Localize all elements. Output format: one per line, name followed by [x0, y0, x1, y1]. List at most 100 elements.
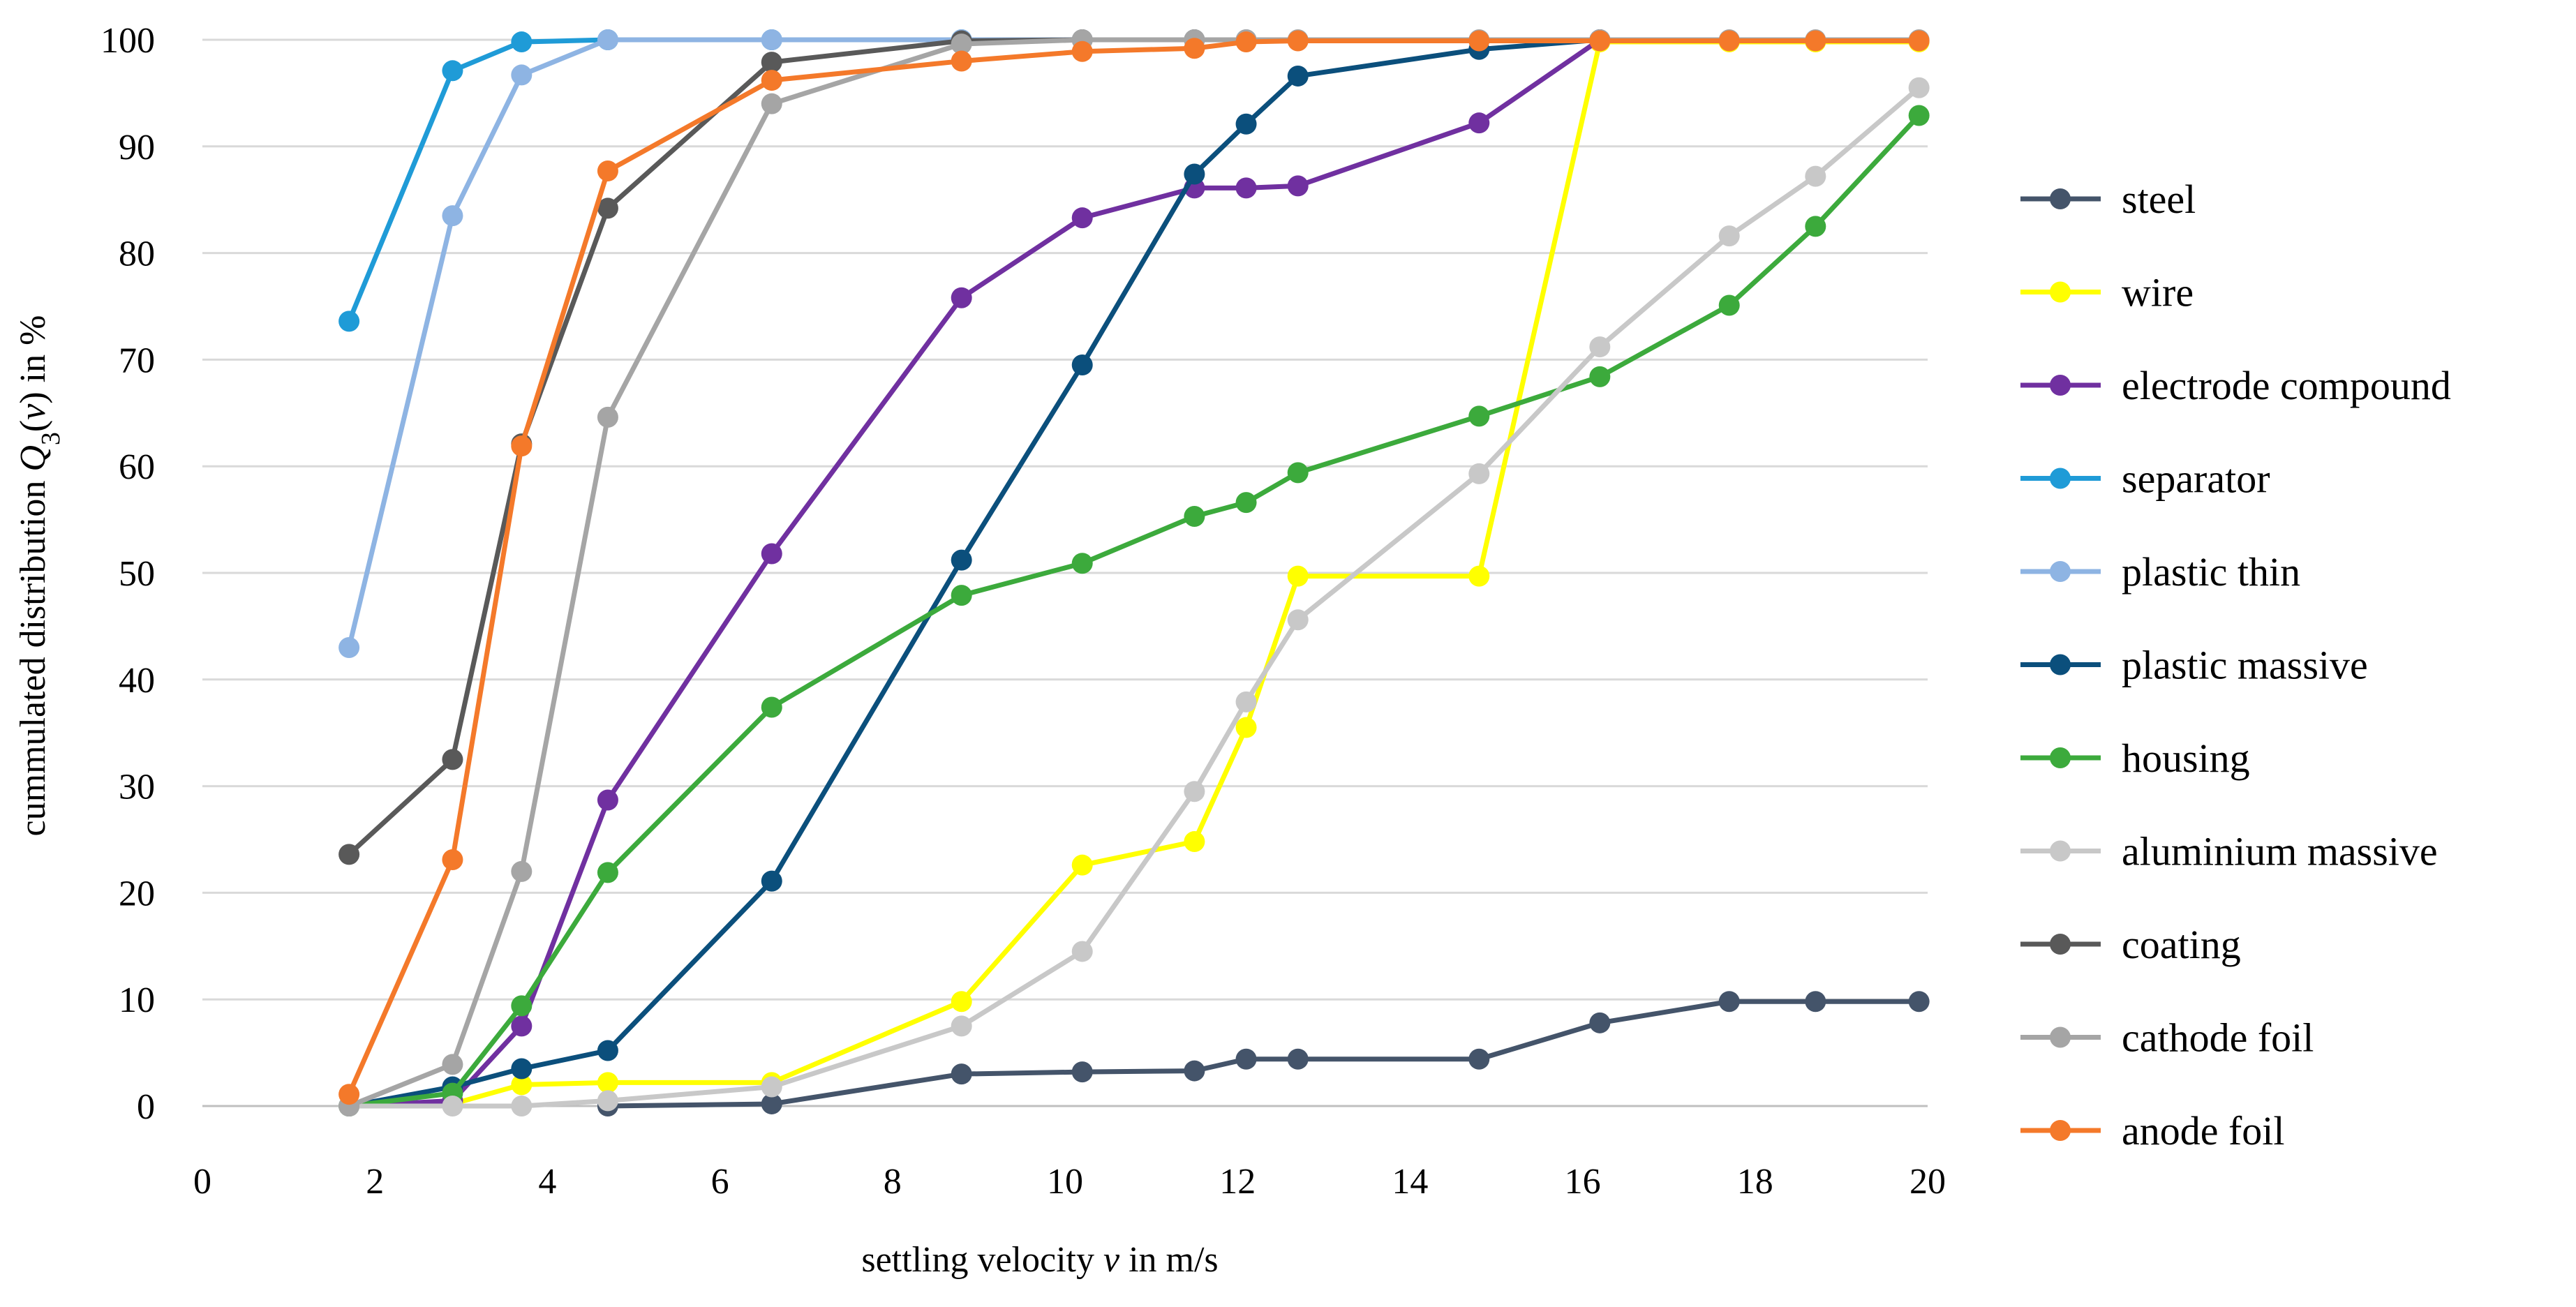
data-point: [1468, 405, 1490, 427]
y-tick-labels: 0 10 20 30 40 50 60 70 80 90 100: [100, 21, 155, 1127]
data-point: [1235, 691, 1257, 712]
data-point: [1071, 553, 1093, 574]
data-point: [1805, 165, 1826, 187]
y-tick-label: 60: [119, 447, 155, 487]
legend-swatch-marker: [2050, 561, 2071, 582]
series-line: [607, 999, 1919, 1109]
data-point: [1468, 565, 1490, 587]
data-point: [1184, 38, 1205, 59]
data-point: [1718, 991, 1740, 1013]
legend-swatch-marker: [2050, 1120, 2071, 1141]
legend-item: electrode compound: [2020, 363, 2451, 408]
data-point: [1184, 831, 1205, 853]
x-tick-label: 6: [711, 1162, 729, 1202]
legend-label: steel: [2122, 177, 2196, 222]
x-tick-label: 0: [193, 1162, 211, 1202]
legend-swatch-marker: [2050, 654, 2071, 675]
data-point: [951, 991, 972, 1013]
data-point: [511, 1096, 533, 1116]
data-point: [951, 1063, 972, 1085]
data-point: [597, 197, 618, 219]
data-point: [511, 64, 533, 86]
series-aluminium-massive: [338, 77, 1930, 1116]
y-tick-label: 70: [119, 341, 155, 380]
legend-label: plastic thin: [2122, 549, 2300, 595]
data-point: [338, 844, 360, 865]
data-point: [1287, 462, 1309, 484]
series-line: [346, 38, 1919, 1096]
legend-label: aluminium massive: [2122, 829, 2438, 874]
data-point: [1287, 175, 1309, 197]
data-point: [761, 696, 782, 718]
data-point: [1589, 366, 1611, 387]
y-tick-label: 40: [119, 661, 155, 701]
legend-label: wire: [2122, 270, 2194, 315]
legend-item: steel: [2020, 177, 2196, 222]
series-plastic-thin: [338, 29, 1257, 658]
legend-swatch-marker: [2050, 934, 2071, 955]
data-point: [1589, 30, 1611, 52]
legend-item: housing: [2020, 735, 2250, 781]
legend-label: electrode compound: [2122, 363, 2451, 408]
data-point: [1071, 854, 1093, 876]
legend-label: anode foil: [2122, 1108, 2285, 1153]
y-tick-label: 90: [119, 128, 155, 167]
data-point: [761, 1076, 782, 1098]
y-tick-label: 10: [119, 980, 155, 1020]
data-series: [338, 29, 1930, 1116]
legend-swatch-marker: [2050, 747, 2071, 768]
x-tick-label: 14: [1392, 1162, 1428, 1202]
legend-item: cathode foil: [2020, 1015, 2314, 1061]
data-point: [1235, 492, 1257, 514]
legend-swatch-marker: [2050, 375, 2071, 396]
data-point: [511, 31, 533, 53]
legend-label: coating: [2122, 922, 2241, 967]
y-tick-label: 80: [119, 234, 155, 274]
data-point: [1468, 463, 1490, 484]
x-tick-label: 2: [366, 1162, 384, 1202]
data-point: [1287, 565, 1309, 587]
data-point: [1468, 30, 1490, 52]
data-point: [1718, 225, 1740, 247]
legend-swatch-marker: [2050, 468, 2071, 489]
series-line: [346, 37, 962, 322]
data-point: [1071, 40, 1093, 62]
data-point: [597, 1040, 618, 1061]
data-point: [1805, 991, 1826, 1013]
series-line: [348, 114, 1921, 1109]
data-point: [761, 29, 782, 50]
data-point: [511, 860, 533, 882]
legend-item: anode foil: [2020, 1108, 2285, 1153]
data-point: [951, 50, 972, 72]
data-point: [1287, 65, 1309, 87]
data-point: [442, 205, 463, 227]
data-point: [761, 70, 782, 91]
data-point: [442, 1054, 463, 1075]
data-point: [951, 1015, 972, 1037]
data-point: [951, 287, 972, 308]
data-point: [761, 870, 782, 892]
series-coating: [338, 29, 1205, 865]
data-point: [1071, 207, 1093, 229]
y-tick-label: 100: [100, 21, 155, 61]
data-point: [1908, 991, 1930, 1013]
legend-swatch-marker: [2050, 281, 2071, 303]
data-point: [511, 1074, 533, 1096]
data-point: [761, 52, 782, 73]
data-point: [1589, 1012, 1611, 1033]
data-point: [1235, 177, 1257, 199]
data-point: [597, 29, 618, 50]
data-point: [761, 543, 782, 565]
data-point: [511, 995, 533, 1017]
x-tick-label: 8: [884, 1162, 902, 1202]
data-point: [338, 1084, 360, 1105]
data-point: [1071, 354, 1093, 376]
x-tick-label: 16: [1565, 1162, 1601, 1202]
y-tick-label: 30: [119, 768, 155, 807]
data-point: [511, 1015, 533, 1037]
data-point: [1908, 105, 1930, 126]
data-point: [597, 160, 618, 181]
series-anode-foil: [338, 30, 1930, 1105]
legend-swatch-marker: [2050, 840, 2071, 862]
data-point: [951, 33, 972, 55]
